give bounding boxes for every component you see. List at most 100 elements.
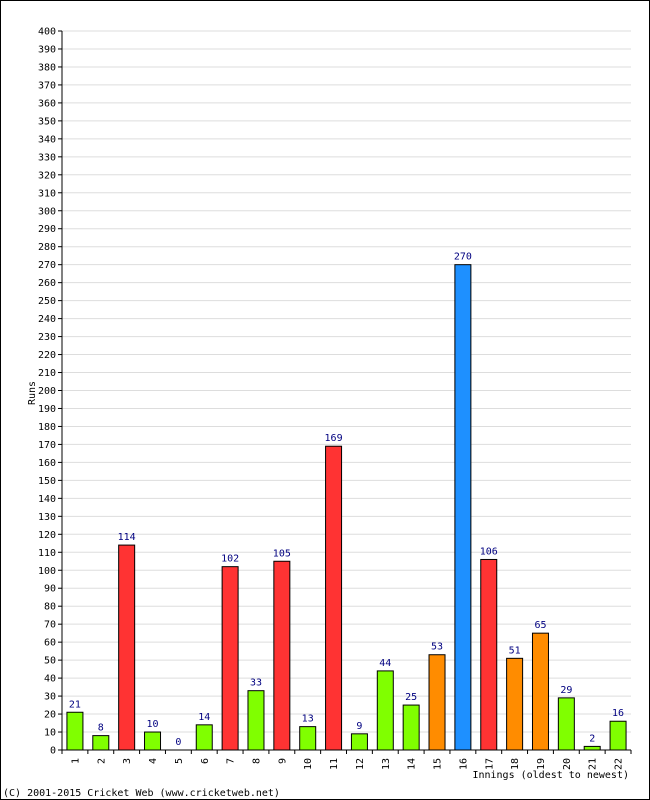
data-label: 270 [454,252,472,263]
y-tick-label: 350 [38,116,56,127]
y-tick-label: 0 [50,746,56,757]
bar [609,720,627,751]
copyright-footer: (C) 2001-2015 Cricket Web (www.cricketwe… [3,788,280,799]
x-tick-label: 21 [588,758,599,770]
y-tick-label: 100 [38,566,56,577]
bar [428,654,446,751]
data-label: 29 [560,685,572,696]
x-tick-label: 10 [303,758,314,770]
y-axis-ticks: 0 10 20 30 40 50 60 70 80 90 100 110 120 130 140 150 160… [38,27,62,757]
bar [454,264,472,751]
y-tick-label: 230 [38,332,56,343]
bar [273,560,291,751]
x-tick-label: 7 [226,758,237,764]
y-tick-label: 370 [38,80,56,91]
data-label: 44 [379,658,391,669]
data-label: 53 [431,642,443,653]
axes [61,31,631,751]
grid-lines [62,30,631,733]
y-tick-label: 240 [38,314,56,325]
y-tick-label: 80 [44,602,56,613]
bar [531,632,549,751]
data-label: 8 [98,723,104,734]
bar [583,745,601,751]
y-tick-label: 140 [38,494,56,505]
bar [247,690,265,751]
y-tick-label: 120 [38,530,56,541]
y-tick-label: 70 [44,620,56,631]
y-tick-label: 10 [44,728,56,739]
x-tick-label: 3 [122,758,133,764]
data-label: 25 [405,692,417,703]
y-tick-label: 330 [38,152,56,163]
y-tick-label: 340 [38,134,56,145]
x-tick-label: 6 [200,758,211,764]
x-tick-label: 22 [614,758,625,770]
y-tick-label: 60 [44,638,56,649]
x-axis-label: Innings (oldest to newest) [472,770,629,781]
x-tick-label: 11 [329,758,340,770]
y-tick-label: 260 [38,278,56,289]
x-axis-ticks: 1 2 3 4 5 6 7 8 9 10 11 12 13 14 15 16 17 18 19 20 21 22 [61,750,632,770]
data-labels: 2181141001410233105131699442553270106516… [69,252,624,748]
data-label: 14 [198,712,210,723]
x-tick-label: 19 [536,758,547,770]
y-tick-label: 390 [38,44,56,55]
bar [557,697,575,751]
x-tick-label: 1 [70,758,81,764]
y-tick-label: 20 [44,710,56,721]
data-label: 65 [534,620,546,631]
data-label: 51 [509,645,521,656]
y-tick-label: 50 [44,656,56,667]
data-label: 10 [146,719,158,730]
bar [118,544,136,751]
y-tick-label: 220 [38,350,56,361]
y-tick-label: 90 [44,584,56,595]
x-tick-label: 13 [381,758,392,770]
x-tick-label: 8 [251,758,262,764]
y-tick-label: 150 [38,476,56,487]
data-label: 169 [325,433,343,444]
bar [221,566,239,751]
bar [402,704,420,751]
y-tick-label: 110 [38,548,56,559]
y-tick-label: 320 [38,170,56,181]
y-tick-label: 380 [38,62,56,73]
x-tick-label: 18 [510,758,521,770]
bar [350,733,368,751]
data-label: 13 [302,714,314,725]
y-tick-label: 270 [38,260,56,271]
x-tick-label: 12 [355,758,366,770]
y-tick-label: 40 [44,674,56,685]
data-label: 114 [118,532,136,543]
bar [376,670,394,751]
y-tick-label: 30 [44,692,56,703]
bars [66,264,627,751]
y-tick-label: 160 [38,458,56,469]
x-tick-label: 4 [148,758,159,764]
bar [92,735,110,751]
y-tick-label: 300 [38,206,56,217]
x-tick-label: 14 [407,758,418,770]
bar [299,726,317,751]
data-label: 33 [250,678,262,689]
bar [480,558,498,751]
bar [66,711,84,751]
data-label: 2 [589,733,595,744]
data-label: 16 [612,708,624,719]
bar [144,731,162,751]
x-tick-label: 9 [277,758,288,764]
y-tick-label: 310 [38,188,56,199]
y-tick-label: 360 [38,98,56,109]
x-tick-label: 20 [562,758,573,770]
y-tick-label: 130 [38,512,56,523]
y-tick-label: 210 [38,368,56,379]
y-tick-label: 200 [38,386,56,397]
data-label: 9 [356,721,362,732]
y-tick-label: 290 [38,224,56,235]
data-label: 105 [273,548,291,559]
data-label: 21 [69,699,81,710]
y-tick-label: 280 [38,242,56,253]
